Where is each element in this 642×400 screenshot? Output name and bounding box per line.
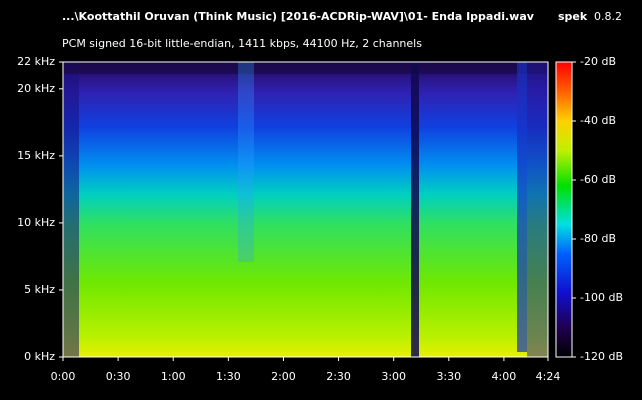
x-tick-label: 1:00 — [161, 370, 186, 383]
color-bar — [556, 62, 572, 357]
color-tick-label: -20 dB — [580, 55, 616, 68]
app-name: spek — [558, 10, 588, 23]
y-tick-label: 10 kHz — [17, 216, 55, 229]
spectrogram-dark-band — [63, 62, 548, 74]
color-tick-label: -60 dB — [580, 173, 616, 186]
x-tick-label: 4:00 — [492, 370, 517, 383]
x-tick-label: 1:30 — [216, 370, 241, 383]
x-tick-label: 2:00 — [271, 370, 296, 383]
y-tick-label: 20 kHz — [17, 82, 55, 95]
x-tick-label: 2:30 — [326, 370, 351, 383]
app-version: 0.8.2 — [594, 10, 622, 23]
spectrogram-image — [63, 62, 548, 357]
spectrogram-dark-band — [63, 62, 79, 357]
color-bar-frame — [555, 61, 573, 358]
subtitle: PCM signed 16-bit little-endian, 1411 kb… — [62, 37, 422, 50]
x-tick-label: 0:30 — [106, 370, 131, 383]
spectrogram-dark-band — [517, 62, 527, 352]
y-tick-label: 5 kHz — [24, 283, 55, 296]
y-tick-label: 0 kHz — [24, 350, 55, 363]
x-tick-label: 3:30 — [436, 370, 461, 383]
x-tick-label: 4:24 — [536, 370, 561, 383]
x-tick-label: 3:00 — [381, 370, 406, 383]
plot-frame — [62, 61, 549, 358]
y-tick-label: 22 kHz — [17, 55, 55, 68]
color-tick-label: -40 dB — [580, 114, 616, 127]
y-tick-label: 15 kHz — [17, 149, 55, 162]
spectrogram-light-band — [238, 62, 254, 262]
spectrogram-dark-band — [527, 62, 548, 357]
file-title: ...\Koottathil Oruvan (Think Music) [201… — [62, 10, 535, 23]
color-tick-label: -80 dB — [580, 232, 616, 245]
color-tick-label: -120 dB — [580, 350, 623, 363]
spectrogram — [63, 62, 548, 357]
spectrogram-dark-band — [411, 62, 419, 357]
color-tick-label: -100 dB — [580, 291, 623, 304]
x-tick-label: 0:00 — [51, 370, 76, 383]
